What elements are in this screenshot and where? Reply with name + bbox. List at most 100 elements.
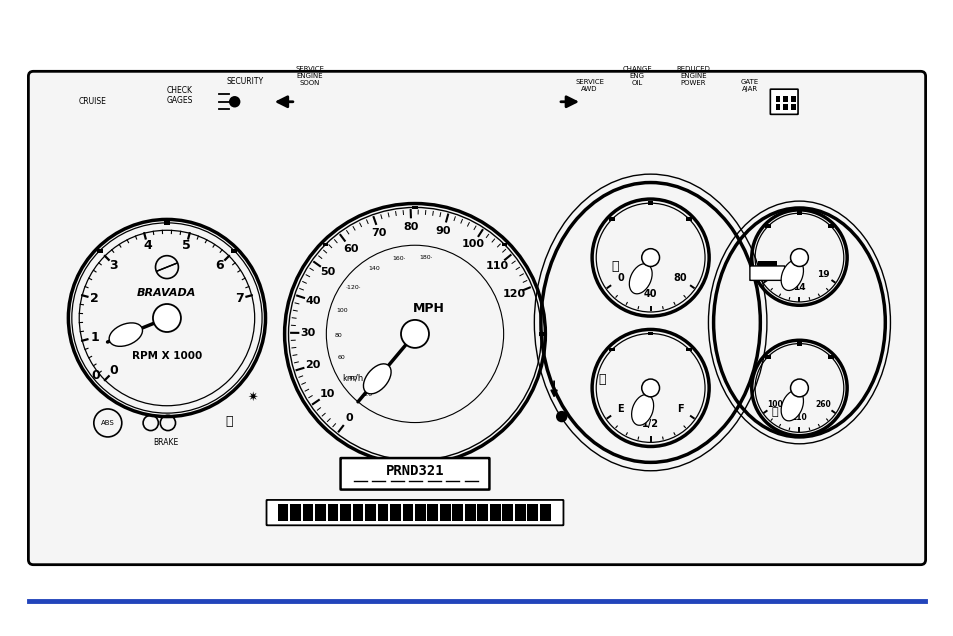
Text: 100: 100 xyxy=(766,401,782,410)
Text: 7: 7 xyxy=(234,292,243,305)
Text: 0: 0 xyxy=(617,273,623,284)
Bar xyxy=(415,504,425,521)
Bar xyxy=(827,225,833,228)
Text: 5: 5 xyxy=(182,239,191,252)
Bar xyxy=(412,205,417,209)
Text: 120: 120 xyxy=(502,289,525,299)
Text: 60: 60 xyxy=(342,244,358,254)
Text: 4: 4 xyxy=(143,239,152,252)
Bar xyxy=(647,201,653,205)
Bar xyxy=(527,504,537,521)
Text: 100: 100 xyxy=(335,308,347,313)
Text: 90: 90 xyxy=(436,226,451,236)
Text: ·40: ·40 xyxy=(347,375,356,380)
Bar xyxy=(790,96,795,102)
Text: CHECK
GAGES: CHECK GAGES xyxy=(166,86,193,105)
Text: 19: 19 xyxy=(817,270,829,279)
Bar xyxy=(685,217,691,221)
Circle shape xyxy=(400,320,429,348)
Text: 160·: 160· xyxy=(392,256,405,261)
Circle shape xyxy=(288,207,541,460)
Circle shape xyxy=(595,202,705,313)
Text: 80: 80 xyxy=(673,273,686,284)
Bar xyxy=(538,332,544,336)
Text: RPM X 1000: RPM X 1000 xyxy=(132,351,202,361)
Text: 14: 14 xyxy=(792,282,805,292)
Bar xyxy=(490,504,500,521)
Text: 140: 140 xyxy=(368,266,379,271)
Text: -20: -20 xyxy=(362,392,373,397)
Circle shape xyxy=(641,379,659,397)
Circle shape xyxy=(641,249,659,266)
FancyBboxPatch shape xyxy=(769,89,798,114)
Text: ⛓: ⛓ xyxy=(225,415,233,427)
Bar xyxy=(353,504,363,521)
Bar xyxy=(775,104,780,110)
Text: CHANGE
ENG
OIL: CHANGE ENG OIL xyxy=(621,66,652,86)
Bar xyxy=(427,504,437,521)
Text: 0: 0 xyxy=(110,364,118,378)
Text: CRUISE: CRUISE xyxy=(78,97,107,106)
Text: 40: 40 xyxy=(643,289,657,299)
Bar xyxy=(790,104,795,110)
Text: 9: 9 xyxy=(771,270,778,279)
Text: ·120·: ·120· xyxy=(345,285,361,290)
Text: 30: 30 xyxy=(300,328,315,338)
Text: PRND321: PRND321 xyxy=(385,464,444,478)
Text: 70: 70 xyxy=(372,228,387,238)
Bar xyxy=(609,217,615,221)
Circle shape xyxy=(556,411,567,422)
Text: ⛽: ⛽ xyxy=(598,373,605,385)
Text: GATE
AJAR: GATE AJAR xyxy=(740,80,759,92)
Text: SERVICE
AWD: SERVICE AWD xyxy=(575,80,603,92)
Circle shape xyxy=(790,249,807,266)
Ellipse shape xyxy=(631,394,653,425)
Circle shape xyxy=(595,333,705,443)
Bar xyxy=(796,211,801,215)
Text: 80: 80 xyxy=(334,333,341,338)
Bar xyxy=(452,504,462,521)
Bar xyxy=(96,249,102,252)
Text: SERVICE
ENGINE
SOON: SERVICE ENGINE SOON xyxy=(295,66,324,86)
Circle shape xyxy=(753,343,843,433)
Text: 210: 210 xyxy=(791,413,806,422)
Bar xyxy=(365,504,375,521)
Text: 110: 110 xyxy=(485,261,509,271)
Bar xyxy=(782,96,787,102)
Bar xyxy=(302,504,313,521)
Text: REDUCED
ENGINE
POWER: REDUCED ENGINE POWER xyxy=(676,66,710,86)
Bar xyxy=(827,355,833,359)
Text: 80: 80 xyxy=(403,222,418,232)
Bar xyxy=(501,242,507,246)
Text: E: E xyxy=(617,404,623,414)
Text: 🌡: 🌡 xyxy=(770,407,777,417)
Text: BRAVADA: BRAVADA xyxy=(137,287,196,298)
FancyBboxPatch shape xyxy=(29,71,924,565)
Circle shape xyxy=(229,96,240,107)
Circle shape xyxy=(79,230,254,406)
Text: SECURITY: SECURITY xyxy=(227,77,263,86)
Circle shape xyxy=(152,304,181,332)
Bar xyxy=(539,504,550,521)
Bar xyxy=(685,347,691,351)
Text: 6: 6 xyxy=(215,258,224,272)
Bar xyxy=(647,331,653,335)
Text: F: F xyxy=(677,404,683,414)
Bar xyxy=(232,249,237,252)
Bar xyxy=(764,355,770,359)
Text: 🛢: 🛢 xyxy=(611,260,618,273)
Text: 180·: 180· xyxy=(418,255,432,260)
FancyBboxPatch shape xyxy=(340,458,489,490)
Bar xyxy=(502,504,513,521)
Bar xyxy=(796,342,801,345)
Text: 100: 100 xyxy=(461,239,484,249)
Text: BRAKE: BRAKE xyxy=(153,438,178,446)
Bar xyxy=(327,504,338,521)
Bar xyxy=(290,504,300,521)
Bar xyxy=(402,504,413,521)
Ellipse shape xyxy=(781,260,802,291)
Circle shape xyxy=(790,379,807,397)
Text: 2: 2 xyxy=(91,292,99,305)
Bar xyxy=(464,504,476,521)
Ellipse shape xyxy=(781,391,802,421)
